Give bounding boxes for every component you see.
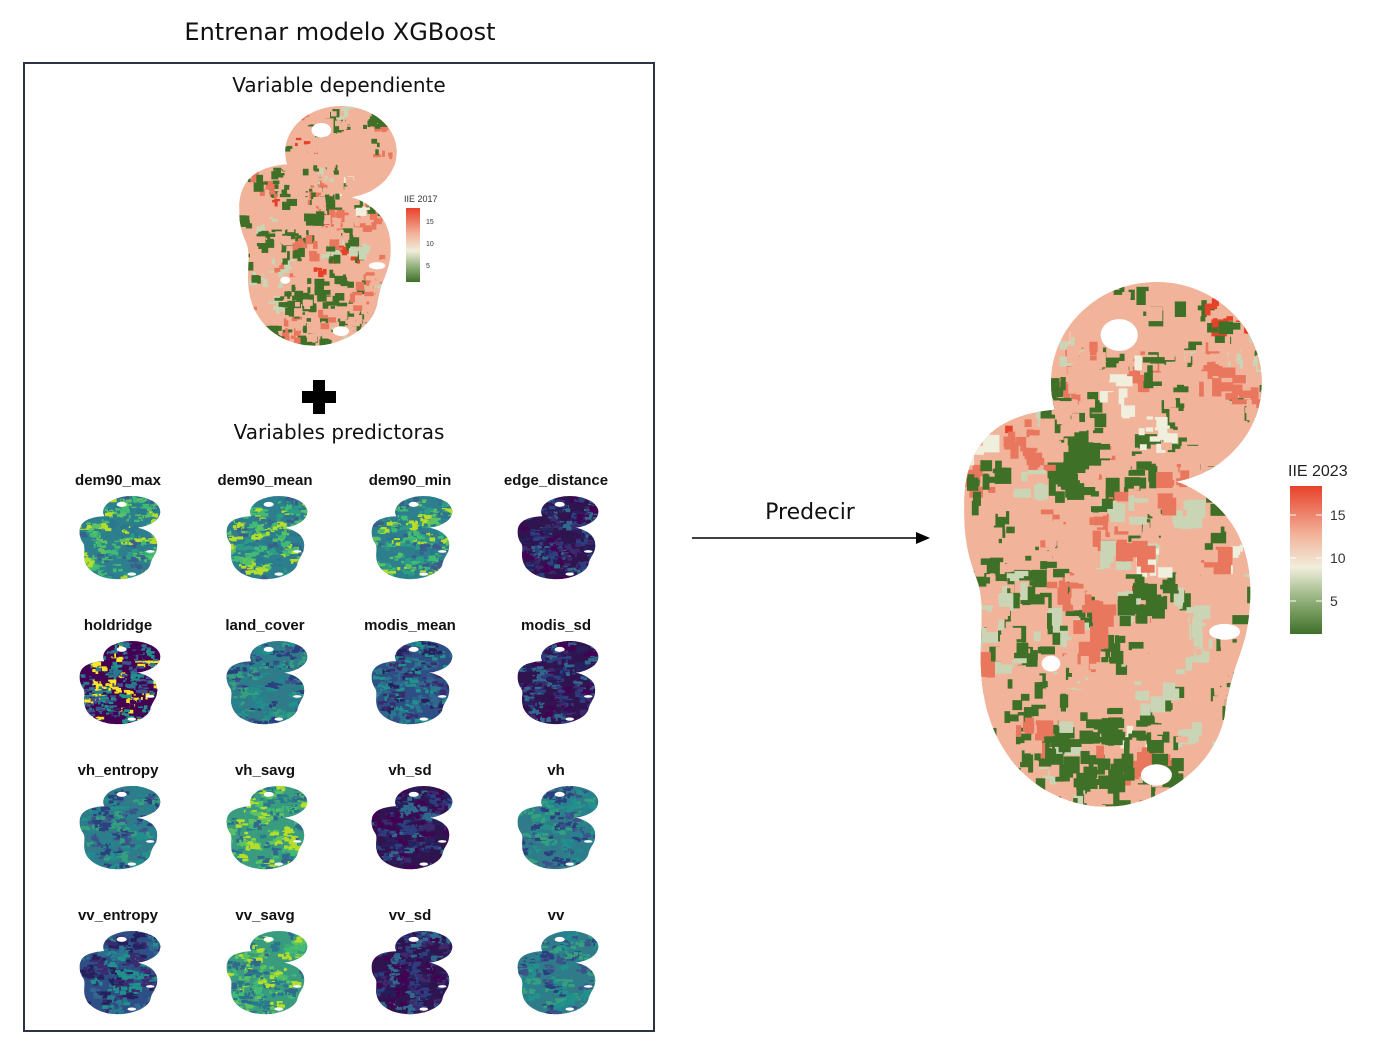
predictor-label: vh_savg <box>234 762 296 779</box>
predictor-map <box>517 931 599 1015</box>
dependent-legend: IIE 2017 15 10 5 <box>404 194 438 282</box>
prediction-map <box>964 282 1262 807</box>
predictor-map <box>226 641 308 725</box>
predictor-label: vv_savg <box>235 907 295 924</box>
dependent-legend-tick: 10 <box>426 241 434 248</box>
predictor-panel: vh_sd <box>340 762 480 892</box>
predictor-label: land_cover <box>225 617 305 634</box>
predictor-label: vh_entropy <box>77 762 159 779</box>
predictor-map <box>226 786 308 870</box>
predictor-map <box>517 786 599 870</box>
predictor-panel: edge_distance <box>486 472 626 602</box>
predictor-panel: dem90_min <box>340 472 480 602</box>
dependent-variable-map <box>239 106 397 346</box>
predictor-map <box>79 641 161 725</box>
predictor-label: vv_sd <box>388 907 432 924</box>
predictor-panel: dem90_mean <box>195 472 335 602</box>
predictor-map <box>371 641 453 725</box>
predictor-map <box>517 641 599 725</box>
predictor-panel: vh_entropy <box>48 762 188 892</box>
predictor-map <box>371 931 453 1015</box>
predictor-panel: vv_savg <box>195 907 335 1037</box>
predictor-map <box>226 496 308 580</box>
dependent-legend-title: IIE 2017 <box>404 194 438 204</box>
predictor-panel: vv <box>486 907 626 1037</box>
predictor-map <box>371 496 453 580</box>
prediction-legend: IIE 2023 15 10 5 <box>1288 463 1348 634</box>
arrow-icon <box>692 532 930 544</box>
predictor-panel: land_cover <box>195 617 335 747</box>
diagram-title: Entrenar modelo XGBoost <box>184 18 496 46</box>
predictor-map <box>517 496 599 580</box>
training-box <box>23 62 655 1032</box>
predictor-label: vh_sd <box>388 762 432 779</box>
dependent-legend-tick: 15 <box>426 219 434 226</box>
predictor-panel: vh_savg <box>195 762 335 892</box>
predictor-panel: vh <box>486 762 626 892</box>
predictor-panel: dem90_max <box>48 472 188 602</box>
predictor-label: dem90_mean <box>217 472 313 489</box>
prediction-legend-title: IIE 2023 <box>1288 463 1348 480</box>
prediction-legend-tick: 15 <box>1330 507 1346 523</box>
predictor-panel: modis_sd <box>486 617 626 747</box>
predictor-label: dem90_min <box>368 472 452 489</box>
predictor-label: holdridge <box>83 617 153 634</box>
predictor-label: modis_sd <box>520 617 592 634</box>
prediction-legend-tick: 10 <box>1330 550 1346 566</box>
predictor-label: modis_mean <box>364 617 456 634</box>
prediction-legend-tick: 5 <box>1330 593 1338 609</box>
predictor-label: edge_distance <box>503 472 609 489</box>
predictor-label: vv_entropy <box>77 907 159 924</box>
predictor-map <box>226 931 308 1015</box>
predictor-label: vh <box>547 762 565 779</box>
predictor-map <box>371 786 453 870</box>
dependent-variable-title: Variable dependiente <box>232 73 446 97</box>
predictor-panel: modis_mean <box>340 617 480 747</box>
predictor-variables-title: Variables predictoras <box>233 420 445 444</box>
predictor-panel: vv_entropy <box>48 907 188 1037</box>
predictor-panel: holdridge <box>48 617 188 747</box>
predictor-map <box>79 496 161 580</box>
predict-label: Predecir <box>765 500 855 525</box>
predictor-map <box>79 931 161 1015</box>
predictor-label: dem90_max <box>75 472 161 489</box>
predictor-label: vv <box>547 907 565 924</box>
predictor-panel: vv_sd <box>340 907 480 1037</box>
predictor-map <box>79 786 161 870</box>
dependent-legend-tick: 5 <box>426 263 430 270</box>
plus-icon <box>302 380 336 414</box>
